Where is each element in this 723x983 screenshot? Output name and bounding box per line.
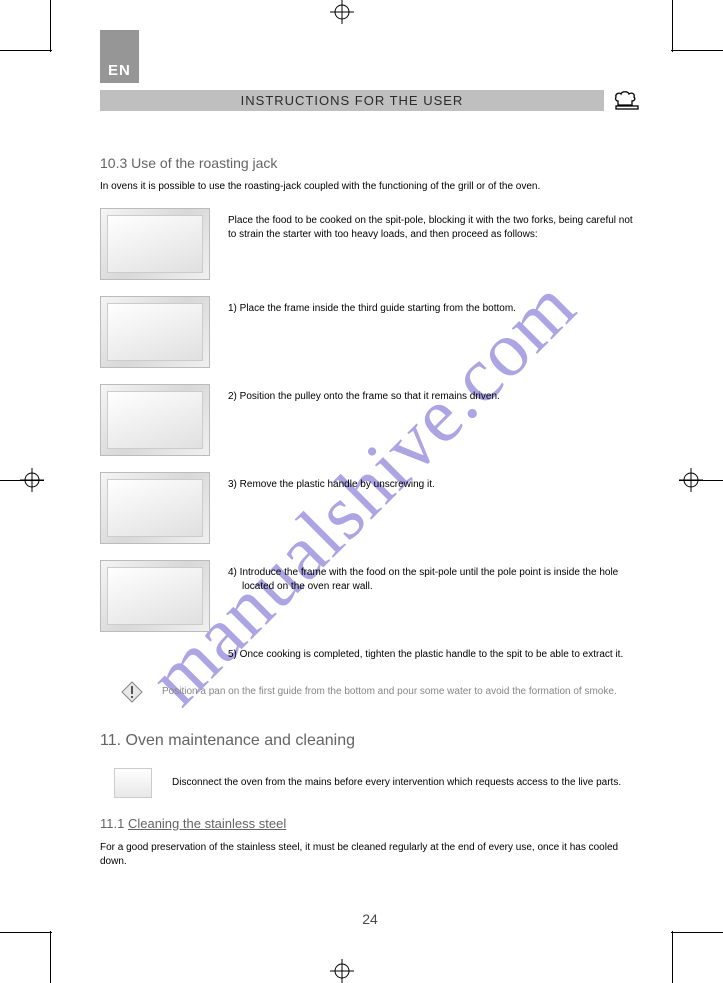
language-tab: EN: [100, 30, 640, 83]
crop-mark: [679, 480, 723, 481]
step-image: [100, 472, 210, 544]
disconnect-row: Disconnect the oven from the mains befor…: [100, 768, 640, 798]
section-10-3-title: 10.3 Use of the roasting jack: [100, 155, 640, 171]
crop-mark: [671, 932, 723, 933]
language-tab-label: EN: [100, 30, 139, 83]
disconnect-image: [114, 768, 152, 798]
crop-mark: [0, 50, 52, 51]
step-4-row: 4) Introduce the frame with the food on …: [100, 560, 640, 632]
crop-mark: [50, 931, 51, 983]
step-image: [100, 208, 210, 280]
step-intro-row: Place the food to be cooked on the spit-…: [100, 208, 640, 280]
header-bar: INSTRUCTIONS FOR THE USER: [100, 89, 640, 111]
crop-mark: [0, 932, 52, 933]
step-4-text: 4) Introduce the frame with the food on …: [228, 560, 640, 593]
note-text: Position a pan on the first guide from t…: [162, 686, 617, 697]
crop-mark: [671, 50, 723, 51]
page-number: 24: [100, 911, 640, 927]
step-5-row: 5) Once cooking is completed, tighten th…: [228, 648, 640, 662]
note-row: Position a pan on the first guide from t…: [100, 680, 640, 704]
step-image: [100, 384, 210, 456]
chef-hat-icon: [614, 89, 640, 111]
warning-icon: [120, 680, 144, 704]
crop-mark: [672, 0, 673, 52]
step-2-row: 2) Position the pulley onto the frame so…: [100, 384, 640, 456]
page-content: EN INSTRUCTIONS FOR THE USER 10.3 Use of…: [100, 30, 640, 927]
section-11-1-label: Cleaning the stainless steel: [128, 816, 286, 831]
step-3-row: 3) Remove the plastic handle by unscrewi…: [100, 472, 640, 544]
section-11-1-body: For a good preservation of the stainless…: [100, 841, 640, 869]
step-image: [100, 296, 210, 368]
step-2-text: 2) Position the pulley onto the frame so…: [228, 384, 500, 404]
step-3-text: 3) Remove the plastic handle by unscrewi…: [228, 472, 435, 492]
section-11-title: 11. Oven maintenance and cleaning: [100, 732, 640, 750]
step-intro-text: Place the food to be cooked on the spit-…: [228, 208, 640, 241]
step-5-text: 5) Once cooking is completed, tighten th…: [228, 648, 623, 662]
step-1-row: 1) Place the frame inside the third guid…: [100, 296, 640, 368]
step-image: [100, 560, 210, 632]
section-11-1-title: 11.1 Cleaning the stainless steel: [100, 816, 640, 831]
crop-mark: [0, 480, 44, 481]
crop-mark: [50, 0, 51, 52]
registration-mark: [330, 959, 354, 983]
disconnect-text: Disconnect the oven from the mains befor…: [172, 776, 621, 790]
section-11-1-num: 11.1: [100, 816, 128, 831]
header-title: INSTRUCTIONS FOR THE USER: [100, 90, 604, 111]
section-10-3-intro: In ovens it is possible to use the roast…: [100, 181, 640, 192]
crop-mark: [672, 931, 673, 983]
registration-mark: [330, 0, 354, 24]
step-1-text: 1) Place the frame inside the third guid…: [228, 296, 516, 316]
